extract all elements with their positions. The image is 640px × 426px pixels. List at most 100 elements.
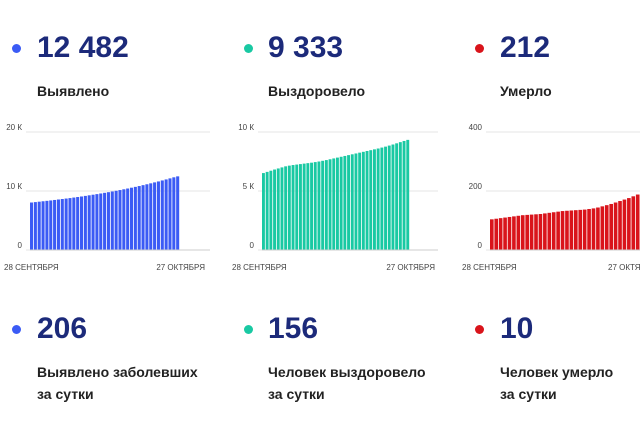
bar	[503, 217, 507, 250]
bar	[168, 178, 172, 250]
recovered-label: Выздоровело	[268, 83, 366, 99]
bar	[137, 186, 141, 250]
bar	[520, 215, 525, 250]
deaths-dot-icon	[475, 44, 484, 53]
x-start-label: 28 СЕНТЯБРЯ	[232, 263, 287, 272]
y-tick-label: 0	[18, 241, 23, 250]
bar	[369, 150, 373, 250]
bar	[60, 199, 64, 250]
bar	[306, 163, 310, 250]
bar	[130, 187, 134, 250]
bar	[99, 193, 103, 250]
y-tick-label: 400	[469, 123, 483, 132]
bar	[336, 157, 339, 250]
bar	[273, 169, 276, 250]
bar	[149, 183, 153, 250]
bar	[53, 199, 57, 250]
detected-label: Выявлено	[37, 83, 110, 99]
bar	[313, 162, 317, 250]
bar	[507, 216, 512, 250]
bar	[350, 154, 354, 250]
bar	[30, 202, 34, 250]
bar	[299, 164, 302, 250]
bar	[556, 211, 560, 250]
bar	[265, 171, 269, 250]
bar	[498, 218, 503, 250]
bar	[332, 158, 336, 250]
bar	[618, 201, 622, 250]
y-tick-label: 10 К	[6, 182, 22, 191]
bar	[512, 216, 516, 250]
bar	[622, 199, 627, 250]
bar	[106, 192, 110, 250]
bar	[145, 184, 149, 250]
bar	[358, 152, 362, 250]
bar	[291, 165, 295, 250]
x-end-label: 27 ОКТЯБРЯ	[386, 263, 435, 272]
bar	[317, 161, 321, 250]
bar	[49, 200, 53, 250]
bar	[398, 142, 402, 250]
daily-detected-label-line2: за сутки	[37, 386, 94, 402]
bar	[269, 170, 273, 250]
x-end-label: 27 ОКТЯБРЯ	[156, 263, 205, 272]
detected-chart: 20 К 10 К 0 28 СЕНТЯБРЯ 27 ОКТЯБРЯ	[4, 123, 210, 272]
bar	[302, 163, 306, 250]
bar	[402, 140, 406, 250]
deaths-chart: 400 200 0 28 СЕНТЯБРЯ 27 ОКТЯБРЯ	[462, 123, 640, 272]
bar	[387, 145, 391, 250]
bar	[613, 202, 618, 250]
bar	[354, 153, 358, 250]
bar	[538, 214, 543, 250]
bar	[547, 212, 552, 250]
y-tick-label: 5 К	[243, 182, 255, 191]
bar	[321, 160, 325, 250]
x-end-label: 27 ОКТЯБРЯ	[608, 263, 640, 272]
y-tick-label: 200	[469, 182, 483, 191]
bar	[276, 168, 280, 250]
bar	[172, 177, 176, 250]
bar	[596, 207, 600, 250]
bar	[574, 210, 578, 250]
bar	[153, 182, 157, 250]
daily-detected-dot-icon	[12, 325, 21, 334]
bar	[41, 201, 45, 250]
y-tick-label: 0	[250, 241, 255, 250]
bar	[310, 162, 313, 250]
bar	[529, 214, 534, 250]
deaths-total: 212	[500, 31, 551, 64]
bar	[565, 210, 569, 250]
daily-recovered-label-line1: Человек выздоровело	[268, 364, 426, 380]
bar	[543, 213, 547, 250]
bar	[627, 198, 631, 250]
bar	[114, 190, 118, 250]
bar	[391, 144, 395, 250]
bar	[365, 150, 369, 250]
bar	[156, 181, 160, 250]
bar	[551, 212, 556, 250]
bar	[361, 151, 365, 250]
bar	[80, 196, 84, 250]
bar	[164, 179, 168, 250]
bar	[103, 192, 107, 250]
bar	[384, 146, 387, 250]
bar	[118, 190, 122, 250]
bar	[569, 210, 574, 250]
daily-deaths-dot-icon	[475, 325, 484, 334]
bar	[160, 180, 164, 250]
bar	[373, 149, 376, 250]
bar	[122, 189, 126, 250]
bar	[490, 219, 494, 250]
recovered-chart: 10 К 5 К 0 28 СЕНТЯБРЯ 27 ОКТЯБРЯ	[232, 123, 438, 272]
daily-detected-label-line1: Выявлено заболевших	[37, 364, 198, 380]
bar	[87, 195, 91, 250]
daily-recovered-dot-icon	[244, 325, 253, 334]
bar	[609, 203, 613, 250]
x-start-label: 28 СЕНТЯБРЯ	[462, 263, 517, 272]
daily-recovered-value: 156	[268, 312, 319, 345]
bar	[33, 202, 37, 250]
bar	[516, 215, 521, 250]
bar	[176, 176, 180, 250]
bar	[284, 166, 288, 250]
bar	[68, 198, 72, 250]
